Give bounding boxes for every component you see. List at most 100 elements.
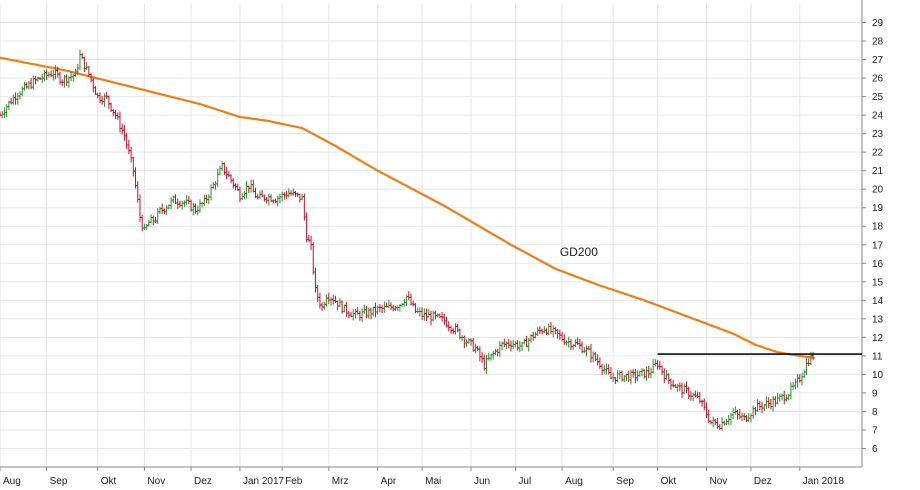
price-bar	[393, 305, 397, 311]
price-bar	[747, 413, 751, 422]
price-bar	[531, 331, 535, 341]
price-bar	[751, 405, 755, 419]
chart-grid	[0, 4, 862, 467]
price-bar	[205, 194, 209, 203]
price-bar	[431, 310, 435, 322]
price-bar	[245, 181, 249, 199]
price-bar	[313, 267, 317, 293]
y-tick-label: 17	[872, 240, 884, 251]
y-tick-label: 6	[872, 444, 878, 455]
price-bar	[154, 216, 158, 224]
x-tick-label: Aug	[565, 476, 583, 487]
price-bar	[91, 77, 95, 93]
annotation-layer: GD200	[560, 245, 598, 259]
price-bar	[720, 416, 724, 431]
price-bar	[516, 340, 520, 351]
x-tick-label: Mai	[425, 476, 441, 487]
price-bar	[656, 359, 660, 370]
price-bar	[769, 398, 773, 410]
price-bar	[502, 338, 506, 348]
price-bar	[25, 82, 29, 89]
price-bar	[718, 424, 722, 431]
x-tick-label: Mrz	[332, 476, 349, 487]
price-bar	[169, 197, 173, 209]
price-bar	[202, 194, 206, 206]
price-bar	[449, 325, 453, 335]
price-bar	[207, 194, 211, 205]
x-tick-label: Okt	[661, 476, 677, 487]
price-bar	[416, 307, 420, 314]
y-tick-label: 10	[872, 370, 884, 381]
x-tick-label: Sep	[50, 476, 68, 487]
price-bar	[573, 339, 577, 348]
price-bar	[545, 328, 549, 336]
x-axis: Aug Sep Okt Nov Dez Jan 2017 Feb Mrz Apr Mai Jun Ju…	[0, 467, 844, 487]
price-bar	[456, 324, 460, 333]
price-bar	[51, 69, 55, 81]
price-bar	[231, 178, 235, 189]
x-tick-label: Jan 2018	[803, 476, 845, 487]
y-tick-label: 20	[872, 185, 884, 196]
price-bar	[485, 354, 489, 374]
price-bar	[802, 369, 806, 378]
price-bar	[322, 301, 326, 310]
price-bar	[713, 419, 717, 425]
plot-frame	[0, 0, 863, 468]
price-bar	[16, 93, 20, 105]
price-bar	[633, 369, 637, 384]
price-bar	[389, 302, 393, 310]
price-bar	[493, 348, 497, 356]
y-tick-label: 26	[872, 74, 884, 85]
price-bar	[329, 297, 333, 306]
price-bar	[429, 310, 433, 326]
price-bar	[547, 323, 551, 335]
price-bar	[142, 223, 146, 230]
y-tick-label: 8	[872, 407, 878, 418]
y-tick-label: 19	[872, 203, 884, 214]
price-bar	[371, 306, 375, 317]
price-bar	[267, 193, 271, 206]
price-bar	[682, 383, 686, 394]
price-bar	[647, 365, 651, 379]
price-bar	[796, 373, 800, 388]
y-tick-label: 27	[872, 55, 884, 66]
price-bar	[724, 419, 728, 426]
x-tick-label: Nov	[147, 476, 165, 487]
price-bar	[327, 292, 331, 304]
price-bar	[427, 309, 431, 318]
price-bar	[491, 350, 495, 360]
price-bar	[122, 125, 126, 141]
price-bar	[353, 309, 357, 319]
y-tick-label: 7	[872, 425, 878, 436]
price-bar	[147, 219, 151, 227]
y-tick-label: 11	[872, 351, 883, 362]
y-axis: 6 7 8 9 10 11 12 13 14 15 16 17 18 19 20 21 22 23 24 25 26 27…	[862, 18, 884, 455]
price-bar	[738, 408, 742, 420]
price-bar	[453, 323, 457, 335]
x-tick-label: Aug	[3, 476, 21, 487]
price-bar	[140, 214, 144, 232]
price-bar	[598, 357, 602, 369]
price-bar	[505, 341, 509, 350]
price-bar	[467, 337, 471, 344]
price-bar	[251, 179, 255, 193]
price-bar	[331, 295, 335, 305]
price-bar	[282, 192, 286, 200]
price-bar	[704, 402, 708, 419]
price-bar	[469, 338, 473, 346]
price-bar	[116, 112, 120, 120]
price-bar	[589, 343, 593, 363]
y-tick-label: 9	[872, 388, 878, 399]
ma-label: GD200	[560, 245, 598, 259]
price-bar	[387, 299, 391, 308]
price-bar	[107, 95, 111, 109]
price-bar	[85, 62, 89, 71]
price-bar	[400, 302, 404, 308]
x-tick-label: Okt	[101, 476, 117, 487]
price-bar	[9, 97, 13, 105]
price-bar	[651, 359, 655, 374]
y-tick-label: 12	[872, 333, 884, 344]
price-bar	[740, 412, 744, 422]
price-bar	[776, 392, 780, 405]
price-bar	[480, 352, 484, 363]
